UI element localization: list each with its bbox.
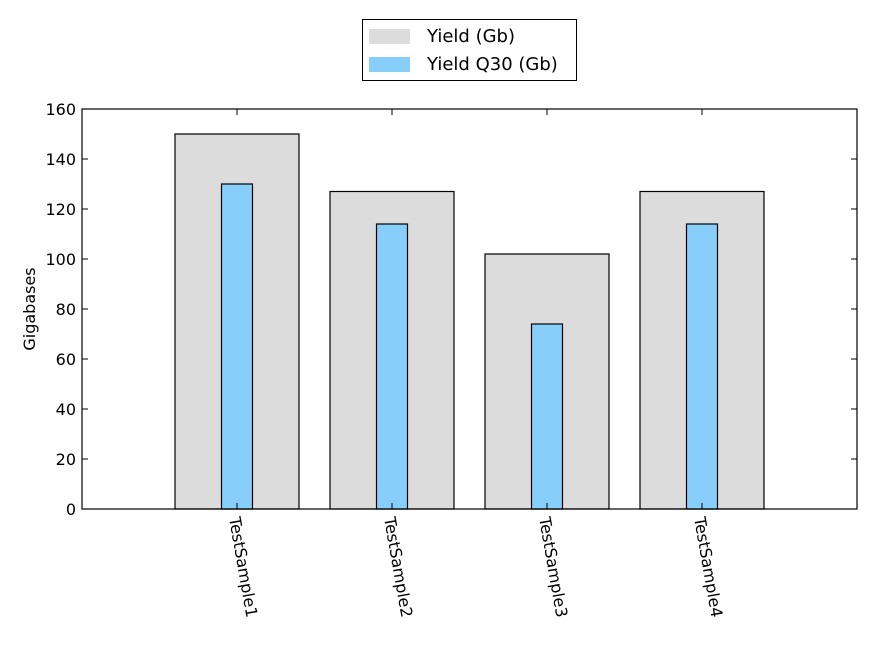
y-tick-label-0: 0 <box>66 500 76 519</box>
y-tick-label-160: 160 <box>45 100 76 119</box>
legend-swatch-yield-q30 <box>369 56 410 72</box>
y-axis-label: Gigabases <box>20 267 39 350</box>
legend-label-yield-q30: Yield Q30 (Gb) <box>427 53 558 75</box>
bar-yield-q30-2 <box>375 223 409 510</box>
bar-yield-q30-1 <box>220 183 254 510</box>
legend-swatch-yield <box>369 28 410 44</box>
x-tick-label-4: TestSample4 <box>690 514 727 618</box>
legend-item-yield: Yield (Gb) <box>369 25 515 47</box>
y-tick-label-100: 100 <box>45 250 76 269</box>
y-tick-label-40: 40 <box>56 400 76 419</box>
y-tick-label-80: 80 <box>56 300 76 319</box>
legend-item-yield-q30: Yield Q30 (Gb) <box>369 53 558 75</box>
y-tick-label-20: 20 <box>56 450 76 469</box>
y-tick-label-120: 120 <box>45 200 76 219</box>
x-tick-label-3: TestSample3 <box>535 514 572 618</box>
legend: Yield (Gb) Yield Q30 (Gb) <box>362 19 577 81</box>
legend-label-yield: Yield (Gb) <box>427 25 515 47</box>
y-tick-label-60: 60 <box>56 350 76 369</box>
bar-yield-q30-3 <box>530 323 564 510</box>
y-tick-label-140: 140 <box>45 150 76 169</box>
x-tick-label-1: TestSample1 <box>225 514 262 618</box>
bar-yield-q30-4 <box>685 223 719 510</box>
x-tick-label-2: TestSample2 <box>380 514 417 618</box>
